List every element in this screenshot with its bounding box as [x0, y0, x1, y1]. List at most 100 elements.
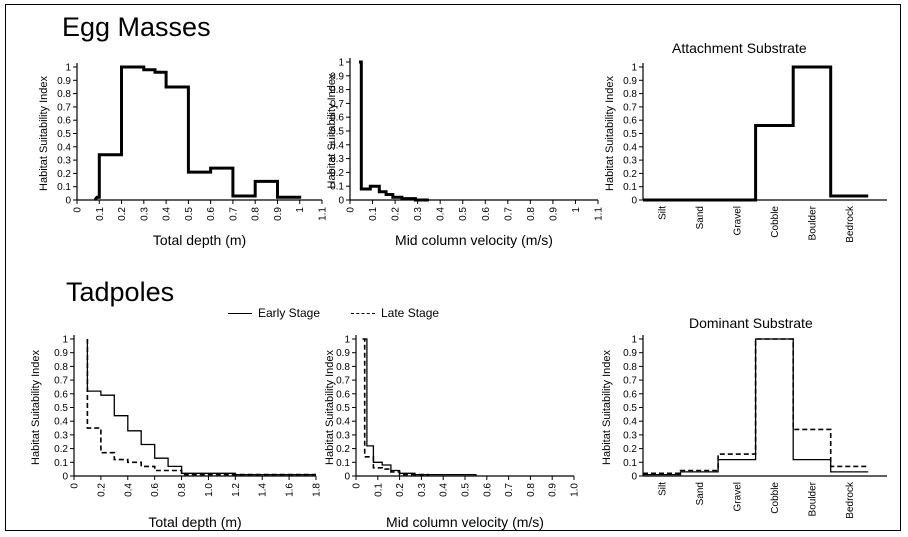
y-tick-label: 0.3 [57, 156, 71, 167]
y-tick-label: 0.1 [330, 182, 344, 193]
y-tick-label: 0.3 [623, 430, 637, 441]
y-tick-label: 0.8 [623, 89, 637, 100]
hsi-series-line [93, 65, 302, 201]
y-tick-label: 0.4 [57, 142, 71, 153]
y-tick-label: 0 [631, 196, 637, 207]
y-tick-label: 0.8 [57, 89, 71, 100]
y-tick-label: 0.7 [623, 376, 637, 387]
y-tick-label: 0.5 [54, 403, 68, 414]
attachment-substrate-title: Attachment Substrate [672, 40, 807, 56]
y-tick-label: 0.1 [336, 458, 350, 469]
x-tick-label: 0.7 [504, 483, 515, 497]
y-tick-label: 1 [338, 58, 344, 69]
x-tick-label: 0.4 [162, 207, 173, 221]
y-tick-label: 0 [344, 472, 350, 483]
tad-velocity-chart: 0 0.1 0.2 0.3 0.4 0.5 0.6 0.7 0.8 0.9 1 Habitat Sui… [324, 335, 581, 531]
x-tick-label: 0.2 [96, 483, 107, 497]
y-tick-label: 0.7 [330, 99, 344, 110]
tad-depth-chart: 0 0.1 0.2 0.3 0.4 0.5 0.6 0.7 0.8 0.9 1 Habitat Sui… [30, 335, 323, 531]
late-stage-series-line [86, 339, 316, 476]
x-tick-label: 1.8 [312, 483, 323, 497]
category-label: Bedrock [845, 205, 856, 243]
y-tick-label: 0.9 [623, 76, 637, 87]
dominant-substrate-title: Dominant Substrate [689, 315, 813, 331]
category-label: Cobble [770, 482, 781, 514]
late-stage-series-line [362, 338, 429, 476]
x-tick-label: 1.0 [570, 483, 581, 497]
x-tick-label: 0.6 [481, 207, 492, 221]
legend-early-label: Early Stage [258, 306, 321, 320]
x-tick-label: 0.7 [228, 207, 239, 221]
x-tick-label: 0.9 [273, 207, 284, 221]
y-tick-label: 0.3 [330, 154, 344, 165]
x-axis-title: Total depth (m) [153, 232, 246, 248]
category-label: Boulder [807, 481, 818, 516]
y-tick-label: 0 [65, 196, 71, 207]
early-stage-series-line [86, 339, 316, 476]
y-tick-label: 1 [62, 335, 68, 346]
x-tick-label: 0.5 [461, 483, 472, 497]
y-tick-label: 0.7 [57, 102, 71, 113]
category-label: Gravel [732, 206, 743, 235]
x-tick-label: 0.5 [184, 207, 195, 221]
x-tick-label: 0.2 [395, 483, 406, 497]
y-tick-label: 0.3 [623, 156, 637, 167]
x-tick-label: 0.9 [548, 483, 559, 497]
late-stage-series-line [643, 338, 869, 475]
x-tick-label: 0.7 [503, 207, 514, 221]
x-tick-label: 0.6 [150, 483, 161, 497]
x-tick-label: 0 [346, 207, 357, 213]
y-axis-title: Habitat Suitability Index [604, 76, 616, 191]
attachment-substrate-chart: 0 0.1 0.2 0.3 0.4 0.5 0.6 0.7 0.8 0.9 1 Habitat Sui… [604, 63, 887, 243]
x-tick-label: 1.2 [231, 483, 242, 497]
x-tick-label: 0.2 [391, 207, 402, 221]
y-tick-label: 1 [65, 63, 71, 74]
x-tick-label: 0 [70, 483, 81, 489]
category-label: Gravel [732, 482, 743, 511]
y-tick-label: 0.2 [330, 168, 344, 179]
y-tick-label: 0.6 [54, 389, 68, 400]
y-tick-label: 0.6 [336, 389, 350, 400]
figure-frame [5, 4, 901, 531]
y-tick-label: 0.4 [54, 417, 68, 428]
x-tick-label: 0.9 [548, 207, 559, 221]
x-tick-label: 0.5 [458, 207, 469, 221]
y-axis-title: Habitat Suitability Index [601, 350, 613, 465]
y-tick-label: 0.2 [623, 444, 637, 455]
hsi-series-line [643, 65, 869, 202]
y-tick-label: 0.7 [54, 376, 68, 387]
category-label: Cobble [770, 206, 781, 238]
y-tick-label: 0.8 [623, 362, 637, 373]
legend-early-stage: Early Stage [228, 306, 320, 320]
early-stage-series-line [364, 338, 477, 476]
y-tick-label: 0.9 [57, 76, 71, 87]
x-tick-label: 0.1 [373, 483, 384, 497]
y-tick-label: 0.2 [57, 169, 71, 180]
y-tick-label: 0.2 [54, 444, 68, 455]
y-tick-label: 1 [631, 335, 637, 346]
y-tick-label: 0.5 [623, 403, 637, 414]
y-tick-label: 0.4 [623, 142, 637, 153]
y-tick-label: 0.1 [623, 182, 637, 193]
x-axis-title: Mid column velocity (m/s) [395, 232, 553, 248]
x-tick-label: 0.6 [482, 483, 493, 497]
x-tick-label: 1.1 [594, 207, 605, 221]
dominant-substrate-chart: 0 0.1 0.2 0.3 0.4 0.5 0.6 0.7 0.8 0.9 1 Habitat Sui… [601, 335, 887, 519]
y-tick-label: 0.9 [330, 71, 344, 82]
y-tick-label: 0.9 [623, 348, 637, 359]
x-tick-label: 0.6 [206, 207, 217, 221]
y-tick-label: 0.5 [330, 127, 344, 138]
y-tick-label: 0.3 [336, 430, 350, 441]
y-tick-label: 0.4 [336, 417, 350, 428]
x-tick-label: 0.4 [436, 207, 447, 221]
y-tick-label: 0.5 [336, 403, 350, 414]
x-tick-label: 0 [352, 483, 363, 489]
egg-masses-heading: Egg Masses [62, 12, 211, 42]
x-tick-label: 0.8 [251, 207, 262, 221]
x-tick-label: 0.3 [413, 207, 424, 221]
legend-late-stage: Late Stage [351, 306, 439, 320]
y-tick-label: 0.6 [623, 389, 637, 400]
tadpoles-heading: Tadpoles [66, 277, 175, 307]
